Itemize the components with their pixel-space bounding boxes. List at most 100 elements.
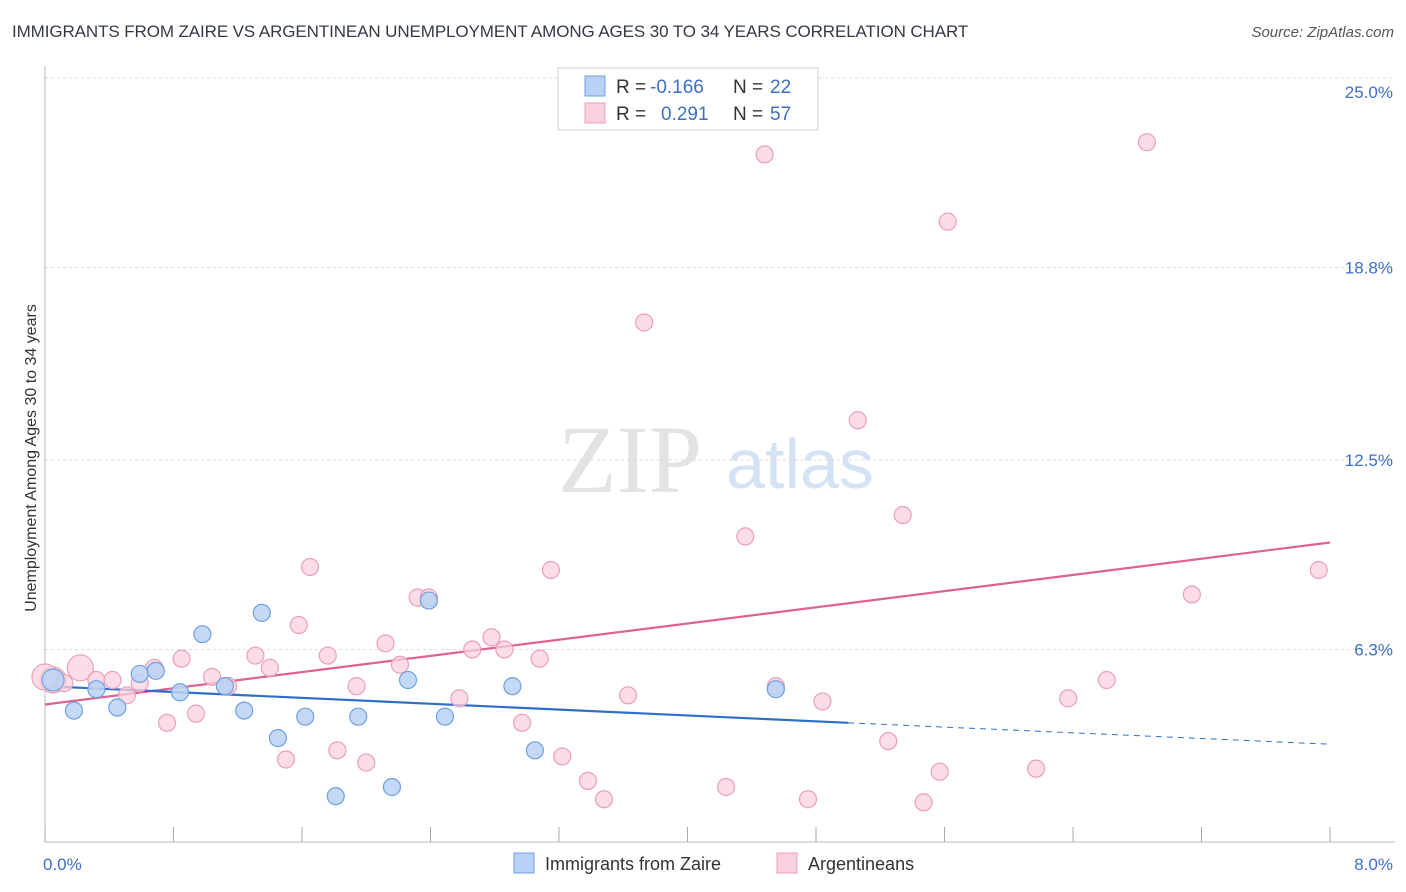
point-argentineans-36 xyxy=(618,686,638,705)
y-tick-label-1: 12.5% xyxy=(1345,451,1393,470)
point-zaire-15 xyxy=(382,777,402,797)
legend-swatch-pink xyxy=(584,102,606,124)
y-axis-label: Unemployment Among Ages 30 to 34 years xyxy=(23,304,40,612)
point-argentineans-51 xyxy=(1059,689,1078,708)
point-argentineans-20 xyxy=(347,677,366,696)
trend-line-zaire-extension xyxy=(848,722,1331,745)
legend-r-value-2: 0.291 xyxy=(661,104,709,125)
point-argentineans-8 xyxy=(157,713,177,732)
point-zaire-13 xyxy=(326,787,345,806)
point-argentineans-44 xyxy=(848,411,867,430)
point-argentineans-16 xyxy=(289,615,308,635)
point-argentineans-31 xyxy=(530,649,549,668)
point-zaire-6 xyxy=(170,683,190,702)
point-argentineans-47 xyxy=(914,793,933,812)
point-argentineans-9 xyxy=(172,649,191,668)
point-zaire-18 xyxy=(435,707,455,726)
x-tick-label-0: 0.0% xyxy=(43,855,82,874)
point-argentineans-4 xyxy=(103,670,122,690)
y-tick-label-3: 25.0% xyxy=(1345,83,1393,102)
point-argentineans-27 xyxy=(463,640,482,659)
point-argentineans-22 xyxy=(376,634,395,653)
legend-r-label-2: R = xyxy=(616,104,646,125)
point-argentineans-39 xyxy=(736,527,755,546)
point-argentineans-34 xyxy=(578,771,598,790)
legend-swatch-blue xyxy=(584,75,606,97)
point-argentineans-38 xyxy=(716,777,736,797)
point-argentineans-52 xyxy=(1097,670,1116,690)
point-zaire-12 xyxy=(296,707,315,726)
point-argentineans-26 xyxy=(450,689,469,708)
point-argentineans-43 xyxy=(813,692,832,711)
point-zaire-9 xyxy=(235,701,254,720)
series-immigrants-from-zaire xyxy=(41,591,785,806)
point-zaire-14 xyxy=(349,707,368,726)
point-argentineans-13 xyxy=(246,646,265,665)
point-zaire-17 xyxy=(419,591,438,610)
y-tick-label-2: 18.8% xyxy=(1345,258,1393,277)
point-zaire-21 xyxy=(766,680,785,699)
point-argentineans-2 xyxy=(66,654,94,682)
point-zaire-19 xyxy=(503,677,522,696)
watermark-atlas: atlas xyxy=(726,425,874,503)
point-argentineans-15 xyxy=(276,750,296,769)
series-legend: Immigrants from Zaire Argentineans xyxy=(513,852,914,874)
legend-r-value-1: -0.166 xyxy=(650,77,704,98)
point-argentineans-35 xyxy=(594,790,614,809)
point-zaire-4 xyxy=(130,664,149,684)
point-argentineans-49 xyxy=(938,212,957,231)
point-zaire-8 xyxy=(215,677,234,696)
trend-line-argentineans xyxy=(44,541,1331,706)
point-argentineans-32 xyxy=(541,560,561,580)
legend-n-value-2: 57 xyxy=(770,104,791,125)
legend-n-label-2: N = xyxy=(733,104,763,125)
point-argentineans-55 xyxy=(1309,560,1328,580)
x-tick-label-1: 8.0% xyxy=(1354,855,1393,874)
point-zaire-3 xyxy=(108,698,127,717)
point-zaire-11 xyxy=(268,728,288,748)
point-argentineans-5 xyxy=(117,686,137,705)
bottom-legend-swatch-blue xyxy=(513,852,535,874)
point-argentineans-18 xyxy=(318,646,337,665)
point-argentineans-23 xyxy=(390,655,410,674)
point-argentineans-46 xyxy=(893,505,912,525)
point-zaire-1 xyxy=(64,701,84,720)
point-argentineans-48 xyxy=(930,762,949,781)
point-argentineans-54 xyxy=(1182,585,1201,604)
point-zaire-16 xyxy=(398,670,418,690)
point-argentineans-37 xyxy=(635,313,654,332)
point-zaire-10 xyxy=(252,603,271,622)
point-zaire-5 xyxy=(146,661,165,680)
point-argentineans-33 xyxy=(553,747,572,766)
point-argentineans-40 xyxy=(755,145,774,164)
legend-r-label-1: R = xyxy=(616,77,646,98)
point-argentineans-45 xyxy=(879,732,898,751)
point-argentineans-14 xyxy=(260,658,279,677)
point-zaire-7 xyxy=(193,625,212,644)
source-label: Source: ZipAtlas.com xyxy=(1251,24,1394,41)
bottom-legend-label-pink: Argentineans xyxy=(808,854,914,874)
point-argentineans-50 xyxy=(1026,759,1046,778)
tick-labels: 6.3% 12.5% 18.8% 25.0% 0.0% 8.0% xyxy=(43,83,1393,874)
point-argentineans-30 xyxy=(512,713,532,732)
y-tick-label-0: 6.3% xyxy=(1354,640,1393,659)
point-argentineans-10 xyxy=(186,704,206,723)
grid-lines xyxy=(45,77,1395,650)
point-argentineans-42 xyxy=(798,790,818,809)
series-argentineans xyxy=(31,133,1328,812)
point-argentineans-11 xyxy=(202,667,222,687)
point-argentineans-17 xyxy=(300,557,320,577)
point-argentineans-28 xyxy=(482,628,501,647)
legend-n-value-1: 22 xyxy=(770,77,791,98)
bottom-legend-swatch-pink xyxy=(776,852,798,874)
point-zaire-20 xyxy=(525,741,545,760)
point-argentineans-21 xyxy=(357,753,376,772)
point-zaire-2 xyxy=(87,680,106,699)
point-zaire-0 xyxy=(41,668,65,692)
bottom-legend-label-blue: Immigrants from Zaire xyxy=(545,854,721,874)
legend-n-label-1: N = xyxy=(733,77,763,98)
point-argentineans-53 xyxy=(1137,133,1156,152)
point-argentineans-29 xyxy=(495,640,514,659)
chart-title: IMMIGRANTS FROM ZAIRE VS ARGENTINEAN UNE… xyxy=(12,22,969,41)
